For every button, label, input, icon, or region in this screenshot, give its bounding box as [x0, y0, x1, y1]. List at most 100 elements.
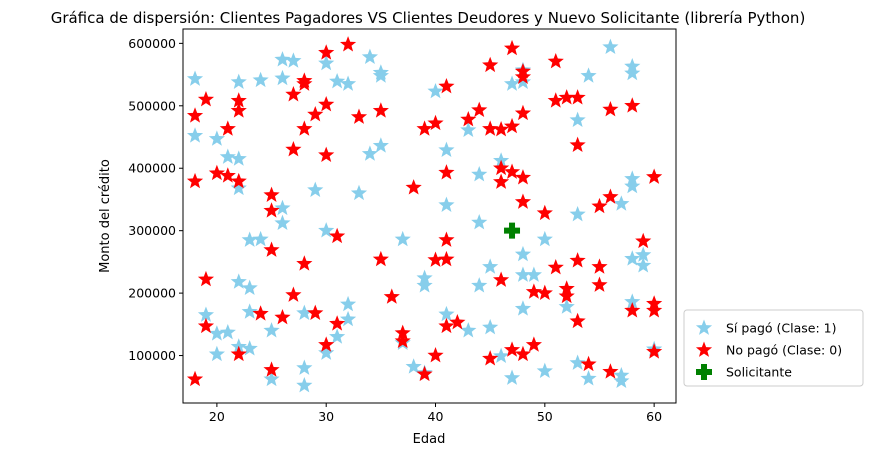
data-point [274, 308, 291, 325]
data-point [503, 39, 521, 56]
data-point [208, 345, 225, 362]
data-point [230, 73, 247, 89]
data-point [438, 77, 455, 94]
data-point [482, 56, 499, 73]
data-point [438, 305, 455, 322]
data-point [514, 104, 532, 121]
data-point [602, 188, 619, 204]
data-point [296, 304, 313, 320]
data-point [252, 71, 269, 88]
data-point [230, 172, 247, 189]
x-tick-label: 20 [209, 409, 225, 424]
data-point [372, 250, 389, 267]
data-point [318, 336, 335, 352]
data-point [602, 38, 619, 54]
data-point [591, 197, 608, 214]
data-point [230, 179, 247, 196]
data-point [241, 231, 258, 247]
data-point [197, 317, 215, 334]
data-point [602, 101, 619, 117]
data-point [514, 73, 532, 89]
data-point [197, 91, 215, 107]
legend-entries: Sí pagó (Clase: 1) No pagó (Clase: 0) Soli… [695, 319, 842, 380]
x-tick-label: 30 [318, 409, 334, 424]
chart-title: Gráfica de dispersión: Clientes Pagadore… [51, 9, 806, 27]
data-point [274, 199, 291, 216]
data-point [263, 322, 280, 338]
data-point [569, 89, 586, 105]
legend-box [683, 309, 864, 387]
data-point [460, 322, 477, 338]
data-point [624, 97, 641, 113]
data-point [624, 293, 641, 309]
data-point [307, 304, 324, 320]
data-point [624, 177, 641, 194]
data-point [493, 347, 510, 364]
data-point [230, 273, 247, 289]
data-point [471, 101, 488, 118]
data-point [514, 68, 532, 84]
data-point [285, 286, 302, 302]
data-point [274, 69, 291, 86]
data-point [536, 230, 553, 247]
data-point [536, 284, 553, 300]
x-axis-ticks: 20 30 40 50 60 [209, 403, 662, 424]
legend-marker [695, 341, 713, 357]
data-point [252, 230, 269, 247]
data-point [263, 361, 280, 377]
data-point [329, 227, 346, 244]
data-point [635, 257, 652, 273]
data-point [493, 121, 510, 137]
data-point [361, 145, 379, 161]
data-point [318, 146, 335, 162]
data-point [329, 72, 346, 89]
data-point [558, 89, 575, 105]
data-point [514, 345, 532, 362]
data-point [208, 325, 225, 341]
data-point [427, 82, 444, 99]
data-point [350, 184, 368, 201]
data-point [339, 75, 357, 91]
data-point [471, 277, 488, 293]
data-point [230, 345, 247, 362]
data-point [514, 266, 532, 282]
data-point [503, 369, 521, 385]
data-point [329, 328, 346, 344]
data-point [296, 359, 313, 375]
data-point [580, 370, 597, 386]
points-layer [186, 36, 663, 393]
data-point [591, 258, 608, 274]
data-point [416, 277, 433, 293]
data-point [219, 323, 236, 340]
data-point [186, 127, 204, 143]
applicant-point [504, 222, 521, 239]
x-axis-label: Edad [413, 432, 446, 447]
data-point [318, 222, 335, 238]
data-point [241, 303, 258, 319]
data-point [602, 363, 619, 379]
data-point [635, 232, 652, 249]
y-tick-label: 600000 [128, 36, 176, 51]
legend-label: Sí pagó (Clase: 1) [726, 321, 837, 336]
legend-marker [695, 319, 713, 335]
data-point [438, 231, 455, 247]
data-point [263, 202, 280, 218]
data-point [296, 120, 313, 136]
data-point [296, 255, 313, 271]
data-point [230, 102, 247, 118]
data-point [241, 279, 258, 295]
data-point [208, 164, 225, 181]
data-point [372, 137, 389, 153]
data-point [624, 302, 641, 318]
data-point [613, 372, 630, 389]
data-point [569, 312, 586, 329]
data-point [230, 92, 247, 108]
data-point [482, 120, 499, 136]
data-point [318, 54, 335, 71]
data-point [482, 258, 499, 274]
data-point [274, 214, 291, 231]
data-point [569, 354, 586, 370]
data-point [186, 107, 204, 123]
data-point [624, 250, 641, 266]
data-point [219, 148, 236, 164]
